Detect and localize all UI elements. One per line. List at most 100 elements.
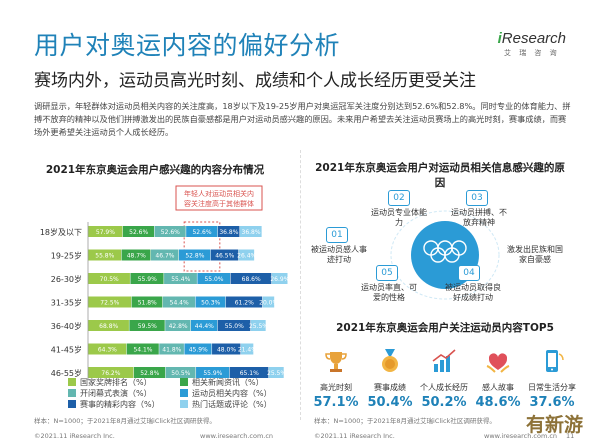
bar-segment bbox=[250, 320, 266, 331]
right-panel-title-top5: 2021年东京奥运会用户关注运动员内容TOP5 bbox=[336, 322, 554, 334]
data-label: 72.5% bbox=[100, 300, 119, 307]
bar-segment bbox=[130, 273, 164, 284]
bar-segment bbox=[164, 273, 197, 284]
data-label: 52.8% bbox=[185, 253, 204, 260]
data-label: 46.5% bbox=[215, 253, 234, 260]
legend-swatch bbox=[68, 378, 76, 386]
chart-legend: 国家奖牌排名（%） 相关新闻资讯（%） 开闭幕式表演（%） 运动员相关内容（%） 赛事的… bbox=[68, 377, 298, 410]
category-label: 36-40岁 bbox=[51, 321, 82, 331]
reason-text: 被运动员取得良好成绩打动 bbox=[445, 283, 501, 302]
panel-divider bbox=[300, 150, 301, 420]
bar-segment bbox=[179, 249, 211, 261]
reason-text: 运动员专业体能力 bbox=[371, 208, 427, 227]
top5-item: 个人成长经历 50.2% bbox=[416, 346, 472, 410]
data-label: 26.4% bbox=[237, 253, 256, 260]
data-label: 50.3% bbox=[201, 300, 220, 307]
watermark: 有新游 bbox=[526, 414, 584, 436]
bar-segment bbox=[217, 320, 251, 331]
category-label: 41-45岁 bbox=[51, 345, 82, 355]
data-label: 68.8% bbox=[99, 323, 118, 330]
legend-label: 国家奖牌排名（%） bbox=[80, 377, 152, 387]
top5-item: 感人故事 48.6% bbox=[470, 346, 526, 410]
footer-copyright-right: ©2021.11 iResearch Inc. bbox=[314, 432, 395, 440]
bar-segment bbox=[88, 296, 132, 308]
reason-text: 运动员率直、可爱的性格 bbox=[361, 283, 417, 302]
legend-swatch bbox=[180, 378, 188, 386]
data-label: 46.7% bbox=[155, 253, 174, 260]
data-label: 55.8% bbox=[95, 253, 114, 260]
bar-segment bbox=[240, 343, 254, 355]
data-label: 48.0% bbox=[217, 347, 236, 354]
footer-url-left: www.iresearch.com.cn bbox=[200, 432, 274, 440]
data-label: 36.8% bbox=[219, 229, 238, 236]
bar-segment bbox=[154, 226, 186, 237]
legend-item: 热门话题或评论（%） bbox=[180, 399, 292, 409]
reason-number: 05 bbox=[376, 265, 398, 281]
footer-copyright-left: ©2021.11 iResearch Inc. bbox=[34, 432, 115, 440]
footer-url-right: www.iresearch.com.cn bbox=[484, 432, 558, 440]
bar-segment bbox=[121, 249, 151, 261]
data-label: 64.3% bbox=[98, 347, 117, 354]
top5-item: 高光时刻 57.1% bbox=[308, 346, 364, 410]
callout-text: 容关注度高于其他群体 bbox=[184, 199, 254, 208]
legend-swatch bbox=[68, 389, 76, 397]
data-label: 41.8% bbox=[162, 347, 181, 354]
bar-segment bbox=[196, 367, 230, 378]
heart-hands-icon bbox=[486, 353, 510, 373]
top5-label: 日常生活分享 bbox=[528, 383, 576, 392]
data-label: 65.1% bbox=[240, 370, 259, 377]
legend-label: 运动员相关内容（%） bbox=[192, 388, 272, 398]
data-label: 48.7% bbox=[127, 253, 146, 260]
bar-segment bbox=[195, 296, 226, 308]
data-label: 45.9% bbox=[189, 347, 208, 354]
data-label: 20.0% bbox=[259, 300, 278, 307]
reason-text: 激发出民族和国家自豪感 bbox=[507, 245, 563, 264]
bar-segment bbox=[184, 343, 212, 355]
legend-item: 相关新闻资讯（%） bbox=[180, 377, 292, 387]
bar-segment bbox=[131, 296, 163, 308]
medal-icon bbox=[382, 349, 398, 372]
data-label: 52.6% bbox=[161, 229, 180, 236]
highlight-box bbox=[183, 221, 221, 272]
bar-segment bbox=[225, 296, 263, 308]
legend-label: 相关新闻资讯（%） bbox=[192, 377, 264, 387]
top5-value: 50.2% bbox=[421, 395, 467, 410]
page-number: 11 bbox=[566, 432, 575, 440]
bar-segment bbox=[122, 226, 155, 237]
data-label: 51.8% bbox=[138, 300, 157, 307]
data-label: 59.5% bbox=[138, 323, 157, 330]
bar-segment bbox=[268, 367, 284, 378]
data-label: 54.1% bbox=[133, 347, 152, 354]
bar-segment bbox=[262, 296, 275, 308]
legend-swatch bbox=[180, 400, 188, 408]
legend-item: 国家奖牌排名（%） bbox=[68, 377, 180, 387]
data-label: 26.9% bbox=[270, 276, 289, 283]
bar-segment bbox=[88, 226, 123, 237]
left-panel-title: 2021年东京奥运会用户感兴趣的内容分布情况 bbox=[45, 164, 265, 176]
bar-segment bbox=[159, 343, 184, 355]
bar-segment bbox=[210, 249, 239, 261]
legend-item: 赛事的精彩内容（%） bbox=[68, 399, 180, 409]
bar-segment bbox=[217, 226, 240, 237]
data-label: 70.5% bbox=[100, 276, 119, 283]
bar-segment bbox=[212, 343, 241, 355]
bar-segment bbox=[165, 320, 191, 331]
top5-value: 57.1% bbox=[313, 395, 359, 410]
phone-share-icon bbox=[546, 350, 564, 372]
reason-number: 01 bbox=[326, 227, 348, 243]
reason-number: 02 bbox=[388, 190, 410, 206]
bar-segment bbox=[186, 226, 218, 237]
top5-label: 赛事成绩 bbox=[374, 383, 406, 392]
bar-segment bbox=[190, 320, 218, 331]
legend-item: 开闭幕式表演（%） bbox=[68, 388, 180, 398]
page-subtitle: 赛场内外，运动员高光时刻、成绩和个人成长经历更受关注 bbox=[34, 71, 476, 91]
legend-label: 开闭幕式表演（%） bbox=[80, 388, 152, 398]
trophy-icon bbox=[325, 352, 347, 372]
data-label: 55.9% bbox=[138, 276, 157, 283]
top5-item: 赛事成绩 50.4% bbox=[362, 346, 418, 410]
legend-label: 热门话题或评论（%） bbox=[192, 399, 272, 409]
bar-segment bbox=[88, 273, 130, 284]
bar-segment bbox=[88, 343, 127, 355]
bar-segment bbox=[162, 296, 196, 308]
